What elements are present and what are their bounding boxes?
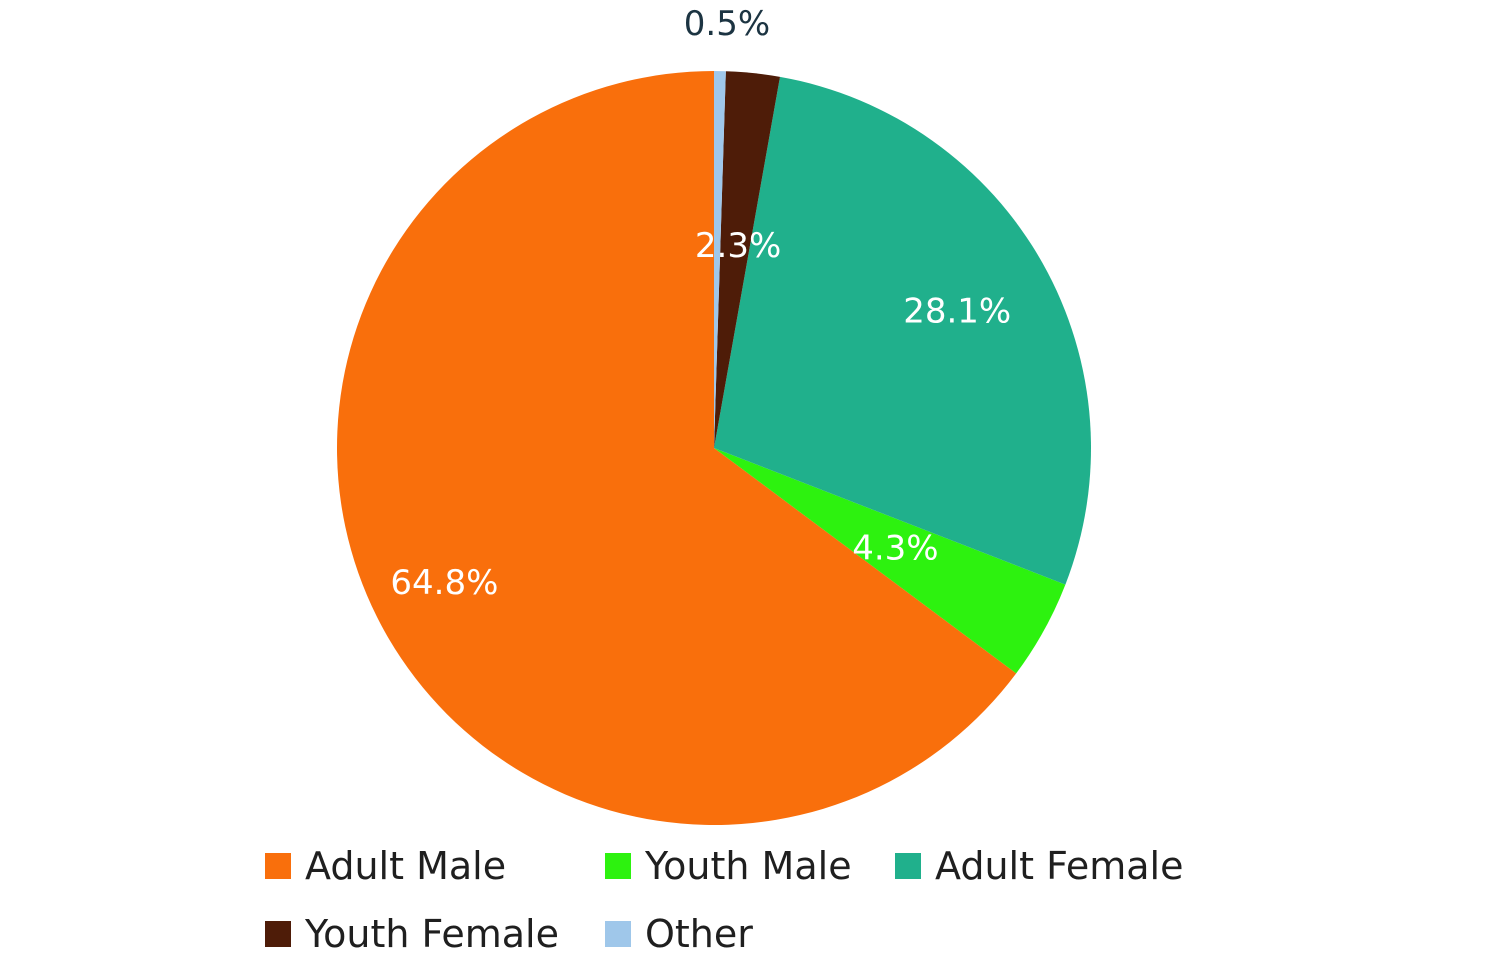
- legend-label-adult-male: Adult Male: [305, 844, 507, 888]
- pie-slice-youth-male: [714, 448, 1066, 674]
- legend-label-other: Other: [645, 912, 753, 956]
- pie-label-other: 0.5%: [684, 4, 770, 44]
- pie-slice-youth-female: [714, 71, 780, 448]
- pie-slice-other: [714, 71, 726, 448]
- legend-item-other: Other: [605, 906, 753, 962]
- legend-swatch-adult-male: [265, 853, 291, 879]
- pie-labels: 64.8% 4.3% 28.1% 2.3% 0.5%: [390, 4, 1011, 603]
- legend: Adult Male Youth Male Adult Female Youth…: [265, 838, 1265, 968]
- legend-swatch-youth-female: [265, 921, 291, 947]
- legend-swatch-youth-male: [605, 853, 631, 879]
- legend-item-adult-male: Adult Male: [265, 838, 506, 894]
- legend-item-adult-female: Adult Female: [895, 838, 1183, 894]
- pie-slices: [336, 71, 1091, 826]
- legend-label-youth-male: Youth Male: [645, 844, 852, 888]
- pie-slice-adult-male: [336, 71, 1017, 826]
- pie-label-adult-male: 64.8%: [390, 563, 498, 603]
- pie-label-adult-female: 28.1%: [903, 291, 1011, 331]
- legend-item-youth-female: Youth Female: [265, 906, 559, 962]
- legend-swatch-adult-female: [895, 853, 921, 879]
- pie-slice-adult-female: [714, 76, 1091, 585]
- legend-label-adult-female: Adult Female: [935, 844, 1184, 888]
- legend-label-youth-female: Youth Female: [305, 912, 559, 956]
- pie-label-youth-male: 4.3%: [852, 529, 938, 569]
- pie-label-youth-female: 2.3%: [695, 226, 781, 266]
- legend-swatch-other: [605, 921, 631, 947]
- legend-item-youth-male: Youth Male: [605, 838, 852, 894]
